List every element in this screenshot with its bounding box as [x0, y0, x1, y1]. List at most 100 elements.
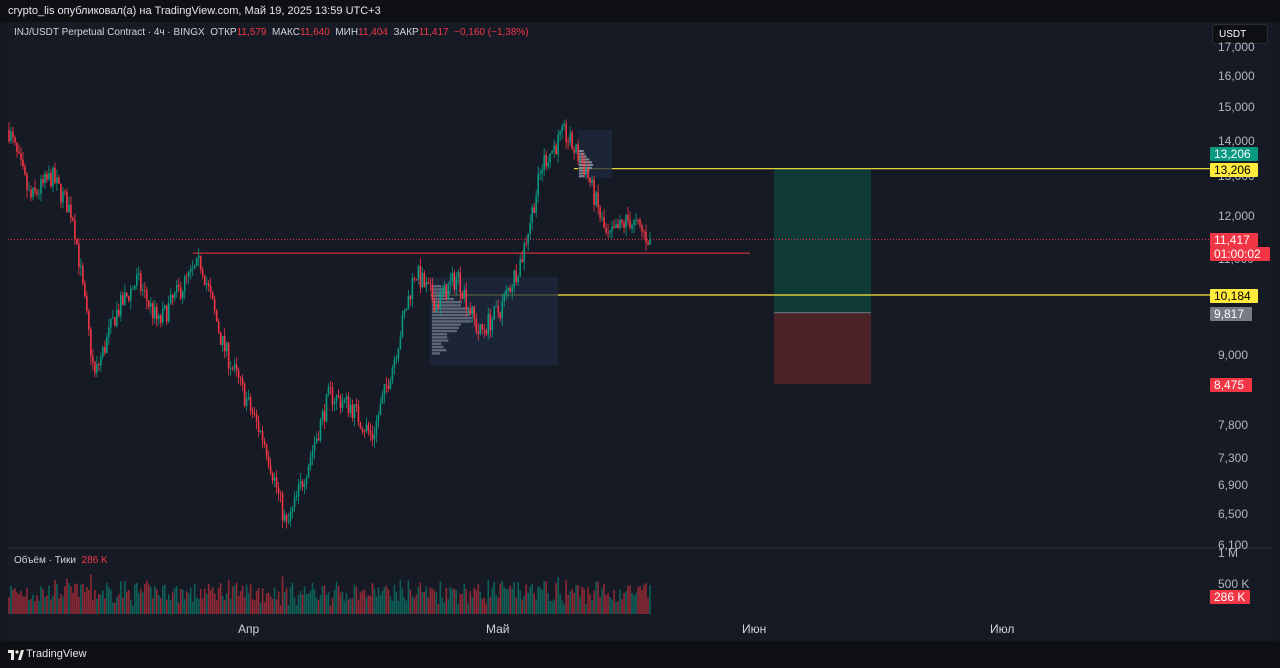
candle-body	[483, 329, 486, 331]
volume-bar	[505, 588, 508, 614]
candle-body	[38, 193, 40, 195]
volume-bar	[263, 601, 266, 614]
candle-body	[261, 431, 264, 441]
volume-bar	[231, 586, 234, 614]
volume-bar	[257, 587, 260, 614]
candle-body	[40, 179, 42, 194]
candle-body	[541, 170, 543, 174]
volume-bar	[625, 591, 627, 614]
volume-bar	[437, 603, 440, 614]
volume-bar	[645, 583, 647, 614]
volume-bar	[321, 586, 324, 614]
candle-body	[309, 457, 312, 467]
candle-body	[519, 259, 522, 277]
volume-bar	[251, 599, 254, 614]
candle-body	[349, 405, 352, 414]
volume-bar	[80, 584, 82, 614]
candle-body	[597, 192, 599, 208]
volume-bar	[363, 589, 366, 614]
candle-body	[531, 207, 533, 223]
candle-body	[501, 300, 504, 319]
currency-button[interactable]: USDT	[1212, 24, 1268, 44]
volume-bar	[411, 596, 414, 614]
volume-bar	[114, 602, 116, 614]
candle-body	[205, 283, 208, 285]
candle-body	[265, 444, 268, 456]
candle-body	[417, 265, 420, 280]
candle-body	[64, 191, 66, 193]
volume-bar	[52, 595, 54, 614]
volume-bar	[273, 587, 276, 614]
volume-bar	[151, 598, 154, 614]
volume-bar	[439, 581, 442, 614]
candle-body	[359, 422, 362, 429]
volume-profile-bar	[579, 161, 592, 164]
candle-body	[313, 443, 316, 451]
volume-bar	[44, 597, 46, 614]
volume-bar	[533, 593, 535, 614]
volume-bar	[525, 584, 527, 614]
candle-body	[635, 219, 637, 221]
candle-body	[611, 226, 613, 232]
candle-body	[207, 283, 210, 287]
volume-bar	[591, 600, 593, 614]
symbol-legend[interactable]: INJ/USDT Perpetual Contract · 4ч · BINGX…	[14, 27, 529, 38]
candle-body	[215, 310, 218, 322]
volume-bar	[92, 599, 94, 614]
volume-bar	[225, 593, 228, 614]
volume-bar	[30, 598, 32, 614]
candle-body	[267, 455, 270, 466]
candle-body	[60, 183, 62, 203]
candle-body	[84, 283, 86, 297]
candle-body	[343, 399, 346, 403]
candle-body	[116, 309, 118, 326]
candle-body	[197, 255, 200, 259]
volume-bar	[32, 594, 34, 614]
candle-body	[114, 317, 116, 326]
volume-bar	[535, 599, 537, 614]
volume-profile-bar	[432, 333, 448, 336]
volume-bar	[153, 586, 156, 614]
volume-bar	[353, 584, 356, 614]
time-label-may: Май	[486, 622, 510, 636]
volume-bar	[507, 589, 510, 614]
volume-profile-bar	[432, 326, 459, 329]
candle-body	[134, 285, 136, 289]
candle-body	[159, 315, 162, 323]
volume-bar	[12, 589, 14, 614]
volume-bar	[459, 594, 462, 614]
candle-body	[36, 190, 38, 195]
volume-bar	[34, 601, 36, 614]
volume-bar	[82, 583, 84, 614]
candle-body	[337, 395, 340, 397]
candle-body	[475, 318, 478, 332]
candle-body	[471, 306, 474, 315]
volume-bar	[253, 600, 256, 614]
volume-bar	[305, 594, 308, 614]
volume-bar	[499, 583, 502, 614]
volume-profile-bar	[432, 313, 470, 317]
volume-bar	[457, 603, 460, 614]
candle-body	[323, 411, 326, 422]
volume-bar	[157, 594, 160, 614]
volume-bar	[84, 592, 86, 614]
volume-value: 286 K	[81, 555, 108, 566]
candle-body	[479, 324, 482, 334]
candle-body	[104, 346, 106, 353]
volume-bar	[291, 582, 294, 614]
volume-bar	[381, 590, 384, 614]
volume-bar	[165, 599, 168, 614]
volume-bar	[583, 588, 585, 614]
candle-body	[161, 308, 164, 323]
volume-legend[interactable]: Объём · Тики 286 K	[14, 555, 108, 566]
volume-bar	[629, 585, 631, 614]
candle-body	[561, 125, 563, 132]
volume-bar	[339, 592, 342, 614]
candle-body	[455, 277, 458, 290]
candle-body	[209, 286, 212, 293]
candle-body	[451, 273, 454, 282]
candle-body	[383, 384, 386, 395]
candle-body	[122, 295, 124, 305]
volume-bar	[371, 583, 374, 614]
